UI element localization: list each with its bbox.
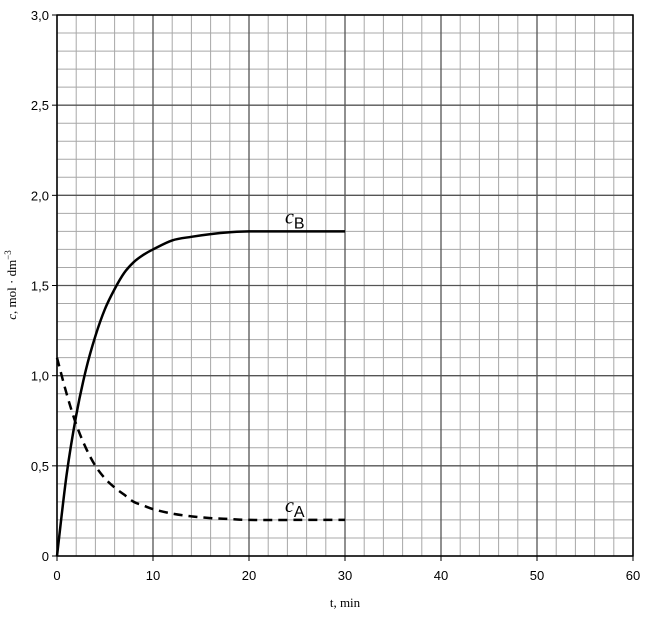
series-label: cA xyxy=(285,495,305,521)
y-tick-label: 3,0 xyxy=(31,8,49,23)
y-axis-label: c, mol · dm−3 xyxy=(3,250,19,320)
y-tick-label: 2,5 xyxy=(31,98,49,113)
y-tick-label: 0 xyxy=(42,549,49,564)
series-label: cB xyxy=(285,206,305,232)
series-label-subscript: A xyxy=(294,504,305,521)
grid xyxy=(52,14,634,561)
x-tick-label: 10 xyxy=(146,568,160,583)
series-label-symbol: c xyxy=(285,495,294,517)
series-line xyxy=(55,357,345,522)
y-tick-label: 2,0 xyxy=(31,188,49,203)
x-tick-label: 30 xyxy=(338,568,352,583)
marks xyxy=(55,230,345,557)
series-line xyxy=(55,230,345,557)
series-label-symbol: c xyxy=(285,206,294,228)
x-tick-label: 50 xyxy=(530,568,544,583)
plot-frame xyxy=(56,14,634,557)
y-tick-label: 1,0 xyxy=(31,369,49,384)
y-label-symbol: c xyxy=(4,314,19,320)
y-tick-label: 1,5 xyxy=(31,279,49,294)
y-tick-label: 0,5 xyxy=(31,459,49,474)
series-label-subscript: B xyxy=(294,215,305,232)
x-tick-label: 60 xyxy=(626,568,640,583)
x-tick-label: 0 xyxy=(53,568,60,583)
y-label-text: , mol · dm xyxy=(4,260,19,314)
x-tick-label: 40 xyxy=(434,568,448,583)
x-tick-label: 20 xyxy=(242,568,256,583)
y-label-superscript: −3 xyxy=(3,250,13,260)
x-axis-label: t, min xyxy=(330,595,361,610)
